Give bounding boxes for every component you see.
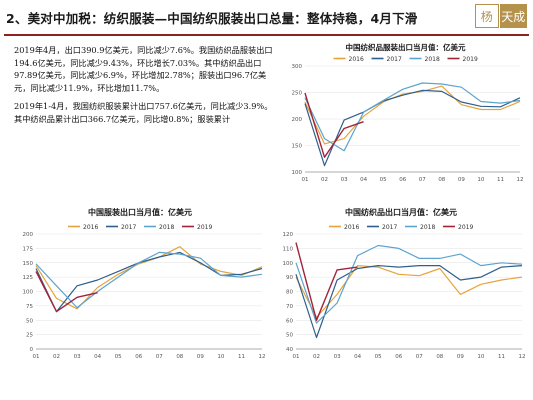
y-tick-label: 0 [30,347,34,353]
x-tick-label: 08 [176,354,183,360]
chart-textile-apparel-export: 中国纺织品服装出口当月值：亿美元 2016 2017 2018 2019 100 150 20… [292,42,524,183]
legend-label: 2016 [344,224,359,231]
y-tick-label: 40 [286,347,293,353]
y-tick-label: 150 [292,144,303,150]
series-line-2018 [295,244,523,324]
x-tick-label: 09 [458,177,465,183]
chart-title: 中国服装出口当月值：亿美元 [88,207,192,217]
series-line-2017 [295,264,523,339]
series-line-2016 [295,264,523,319]
y-tick-label: 50 [286,333,293,339]
x-tick-label: 05 [380,177,387,183]
legend-label: 2018 [159,224,174,231]
x-tick-label: 07 [416,354,423,360]
y-tick-label: 200 [292,117,303,123]
y-tick-label: 250 [292,91,303,97]
summary-paragraph-2: 2019年1-4月，我国纺织服装累计出口757.6亿美元，同比减少3.9%。其中… [14,101,273,124]
x-tick-label: 01 [293,354,300,360]
legend-label: 2017 [121,224,136,231]
y-tick-label: 125 [23,275,34,281]
title-divider [4,34,529,36]
chart-title: 中国纺织品服装出口当月值：亿美元 [346,42,466,52]
x-tick-label: 03 [74,354,81,360]
x-tick-label: 09 [197,354,204,360]
y-tick-label: 110 [283,246,294,252]
x-tick-label: 11 [498,354,505,360]
legend-label: 2018 [420,224,435,231]
page-title: 2、美对中加税：纺织服装—中国纺织服装出口总量：整体持稳，4月下滑 [6,11,418,26]
chart-title: 中国纺织品出口当月值：亿美元 [345,207,457,217]
x-tick-label: 06 [399,177,406,183]
x-tick-label: 08 [438,177,445,183]
y-tick-label: 100 [292,170,303,176]
legend-label: 2016 [349,56,364,63]
summary-paragraph-1: 2019年4月，出口390.9亿美元，同比减少7.6%。我国纺织品服装出口194… [14,45,273,93]
logo-left-mark: 杨 [475,4,499,28]
x-tick-label: 09 [457,354,464,360]
header: 2、美对中加税：纺织服装—中国纺织服装出口总量：整体持稳，4月下滑 杨 天成 [0,0,533,34]
y-tick-label: 70 [286,304,293,310]
x-tick-label: 08 [436,354,443,360]
legend-label: 2017 [387,56,402,63]
x-tick-label: 07 [156,354,163,360]
legend-label: 2018 [425,56,440,63]
x-tick-label: 04 [360,177,367,183]
logo-right-mark: 天成 [499,4,527,28]
y-tick-label: 100 [283,261,294,267]
x-tick-label: 04 [94,354,101,360]
series-line-2018 [304,82,521,152]
legend-label: 2019 [458,224,473,231]
series-line-2019 [304,92,364,158]
brand-logo: 杨 天成 [475,4,527,28]
series-line-2018 [35,251,263,309]
x-tick-label: 02 [53,354,60,360]
series-line-2019 [295,242,358,322]
chart-textile-export: 中国纺织品出口当月值：亿美元 2016 2017 2018 2019 40 50 60 70 80… [283,207,526,360]
x-tick-label: 03 [341,177,348,183]
legend-label: 2017 [382,224,397,231]
y-tick-label: 90 [286,275,293,281]
x-tick-label: 01 [302,177,309,183]
x-tick-label: 10 [477,177,484,183]
x-tick-label: 05 [375,354,382,360]
x-tick-label: 05 [115,354,122,360]
x-tick-label: 12 [517,177,524,183]
y-tick-label: 200 [23,232,34,238]
y-tick-label: 120 [283,232,294,238]
x-tick-label: 12 [259,354,266,360]
legend-label: 2019 [463,56,478,63]
legend-label: 2016 [83,224,98,231]
x-tick-label: 04 [354,354,361,360]
x-tick-label: 07 [419,177,426,183]
y-tick-label: 80 [286,290,293,296]
x-tick-label: 01 [33,354,40,360]
x-tick-label: 10 [217,354,224,360]
x-tick-label: 02 [313,354,320,360]
x-tick-label: 02 [321,177,328,183]
x-tick-label: 06 [135,354,142,360]
y-tick-label: 75 [26,304,33,310]
y-tick-label: 50 [26,318,33,324]
x-tick-label: 11 [238,354,245,360]
legend-label: 2019 [197,224,212,231]
x-tick-label: 11 [497,177,504,183]
y-tick-label: 150 [23,261,34,267]
x-tick-label: 12 [519,354,526,360]
x-tick-label: 06 [395,354,402,360]
y-tick-label: 100 [23,290,34,296]
y-tick-label: 60 [286,318,293,324]
x-tick-label: 03 [334,354,341,360]
series-line-2017 [304,89,521,167]
series-line-2019 [35,271,98,313]
y-tick-label: 25 [26,333,33,339]
y-tick-label: 300 [292,64,303,70]
y-tick-label: 175 [23,246,34,252]
x-tick-label: 10 [477,354,484,360]
summary-text: 2019年4月，出口390.9亿美元，同比减少7.6%。我国纺织品服装出口194… [14,44,276,132]
